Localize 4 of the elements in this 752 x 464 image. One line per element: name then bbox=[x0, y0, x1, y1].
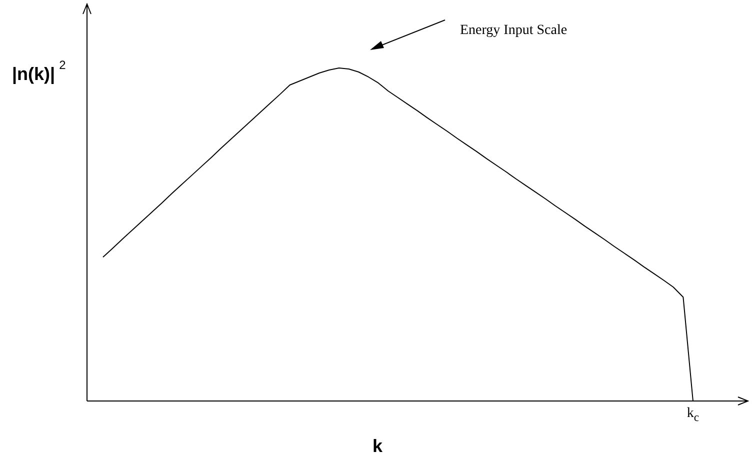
text: k$_{c}$ bbox=[686, 406, 700, 424]
y-axis-title: |n(k)|2 bbox=[12, 58, 66, 84]
text: Energy Input Scale bbox=[460, 23, 568, 38]
x-axis-title: k bbox=[372, 436, 384, 456]
